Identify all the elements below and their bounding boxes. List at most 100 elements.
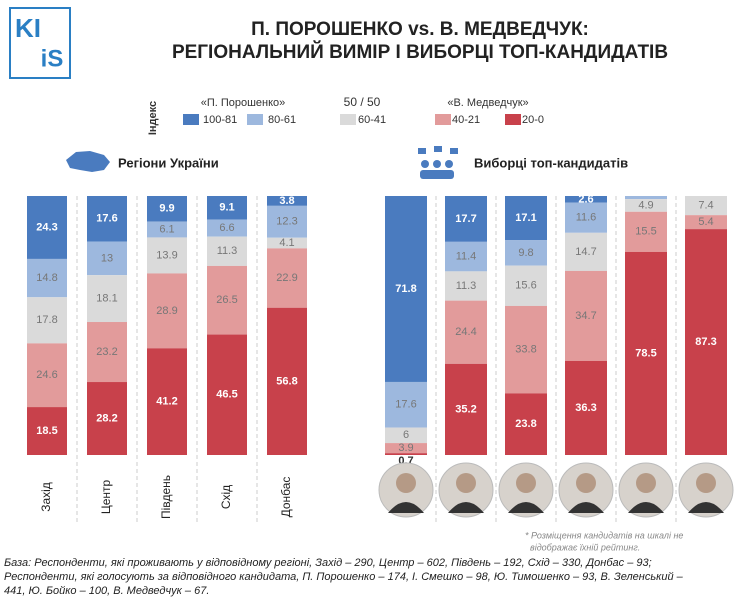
value-label: 2.6 [578,193,593,205]
value-label: 24.4 [455,326,476,338]
logo-text: KI [15,13,41,43]
value-label: 17.7 [455,213,476,225]
base-note: Респонденти, які голосують за відповідно… [4,571,684,583]
value-label: 11.3 [217,245,238,257]
candidate-photo-head [576,473,596,493]
value-label: 46.5 [216,389,237,401]
bar-segment [87,196,127,242]
value-label: 6 [403,429,409,441]
value-label: 6.6 [219,222,234,234]
value-label: 12.3 [276,216,297,228]
map-icon [66,151,110,172]
bar-segment [385,443,427,454]
value-label: 23.2 [96,346,117,358]
category-label: Центр [99,480,113,515]
legend-middle: 50 / 50 [344,95,381,109]
bar-segment [87,382,127,455]
bar-segment [505,196,547,241]
bar-segment [505,305,547,394]
value-label: 26.5 [216,294,237,306]
bar-segment [445,271,487,301]
candidate-photo-body [688,502,724,513]
candidate-photo-head [696,473,716,493]
value-label: 5.4 [698,216,713,228]
value-label: 4.9 [638,199,653,211]
value-label: 18.5 [36,425,57,437]
bar-segment [685,196,727,216]
value-label: 17.6 [96,213,117,225]
candidate-photo-head [396,473,416,493]
bar-segment [505,265,547,306]
legend-pole: «В. Медведчук» [447,97,528,109]
bar-segment [27,258,67,298]
legend-label: 80-61 [268,114,296,126]
legend-swatch [247,114,263,125]
legend-label: 60-41 [358,114,386,126]
bar-segment [385,196,427,382]
category-label: Захід [39,482,53,512]
legend-label: 20-0 [522,114,544,126]
footnote: відображає їхній рейтинг. [530,542,640,552]
value-label: 78.5 [635,347,656,359]
bar-segment [625,199,667,212]
candidate-photo-body [568,502,604,513]
value-label: 11.3 [456,280,477,292]
legend-label: 40-21 [452,114,480,126]
value-label: 14.7 [575,246,596,258]
footnote: * Розміщення кандидатів на шкалі не [525,530,683,540]
title: П. ПОРОШЕНКО vs. В. МЕДВЕДЧУК: [251,19,589,40]
value-label: 24.3 [36,221,57,233]
value-label: 87.3 [695,336,716,348]
bar-segment [565,202,607,233]
bar-segment [625,251,667,455]
value-label: 17.6 [395,399,416,411]
bar-segment [625,196,667,200]
value-label: 17.1 [515,212,536,224]
value-label: 34.7 [575,310,596,322]
bar-segment [207,196,247,220]
candidate-photo-head [516,473,536,493]
bar-segment [27,196,67,259]
value-label: 13 [101,252,113,264]
category-label: Донбас [279,477,293,518]
bar-segment [207,219,247,237]
bar-segment [385,453,427,455]
value-label: 17.8 [36,314,57,326]
value-label: 24.6 [36,369,57,381]
value-label: 56.8 [276,375,297,387]
bar-segment [27,343,67,408]
bar-segment [147,348,187,455]
candidate-photo-body [628,502,664,513]
bar-segment [385,427,427,444]
value-label: 71.8 [395,283,416,295]
category-label: Схід [219,485,233,509]
candidate-photo-body [508,502,544,513]
bar-segment [445,241,487,272]
bar-segment [625,211,667,252]
bar-segment [267,307,307,455]
bar-segment [565,232,607,271]
bar-segment [147,273,187,349]
value-label: 15.6 [515,280,536,292]
bar-segment [207,265,247,335]
candidate-photo-head [636,473,656,493]
value-label: 22.9 [276,272,297,284]
candidate-photo-head [456,473,476,493]
base-note: 441, Ю. Бойко – 100, В. Медведчук – 67. [4,585,209,597]
bar-segment [147,221,187,238]
bar-segment [267,196,307,206]
voters-icon [418,146,458,179]
bar-segment [147,237,187,274]
bar-segment [207,236,247,266]
bar-segment [267,237,307,249]
bar-segment [685,215,727,230]
candidate-photo-body [448,502,484,513]
legend-title: Індекс [147,101,159,135]
value-label: 14.8 [36,272,57,284]
legend-swatch [505,114,521,125]
value-label: 33.8 [515,344,536,356]
value-label: 6.1 [159,223,174,235]
value-label: 35.2 [455,403,476,415]
